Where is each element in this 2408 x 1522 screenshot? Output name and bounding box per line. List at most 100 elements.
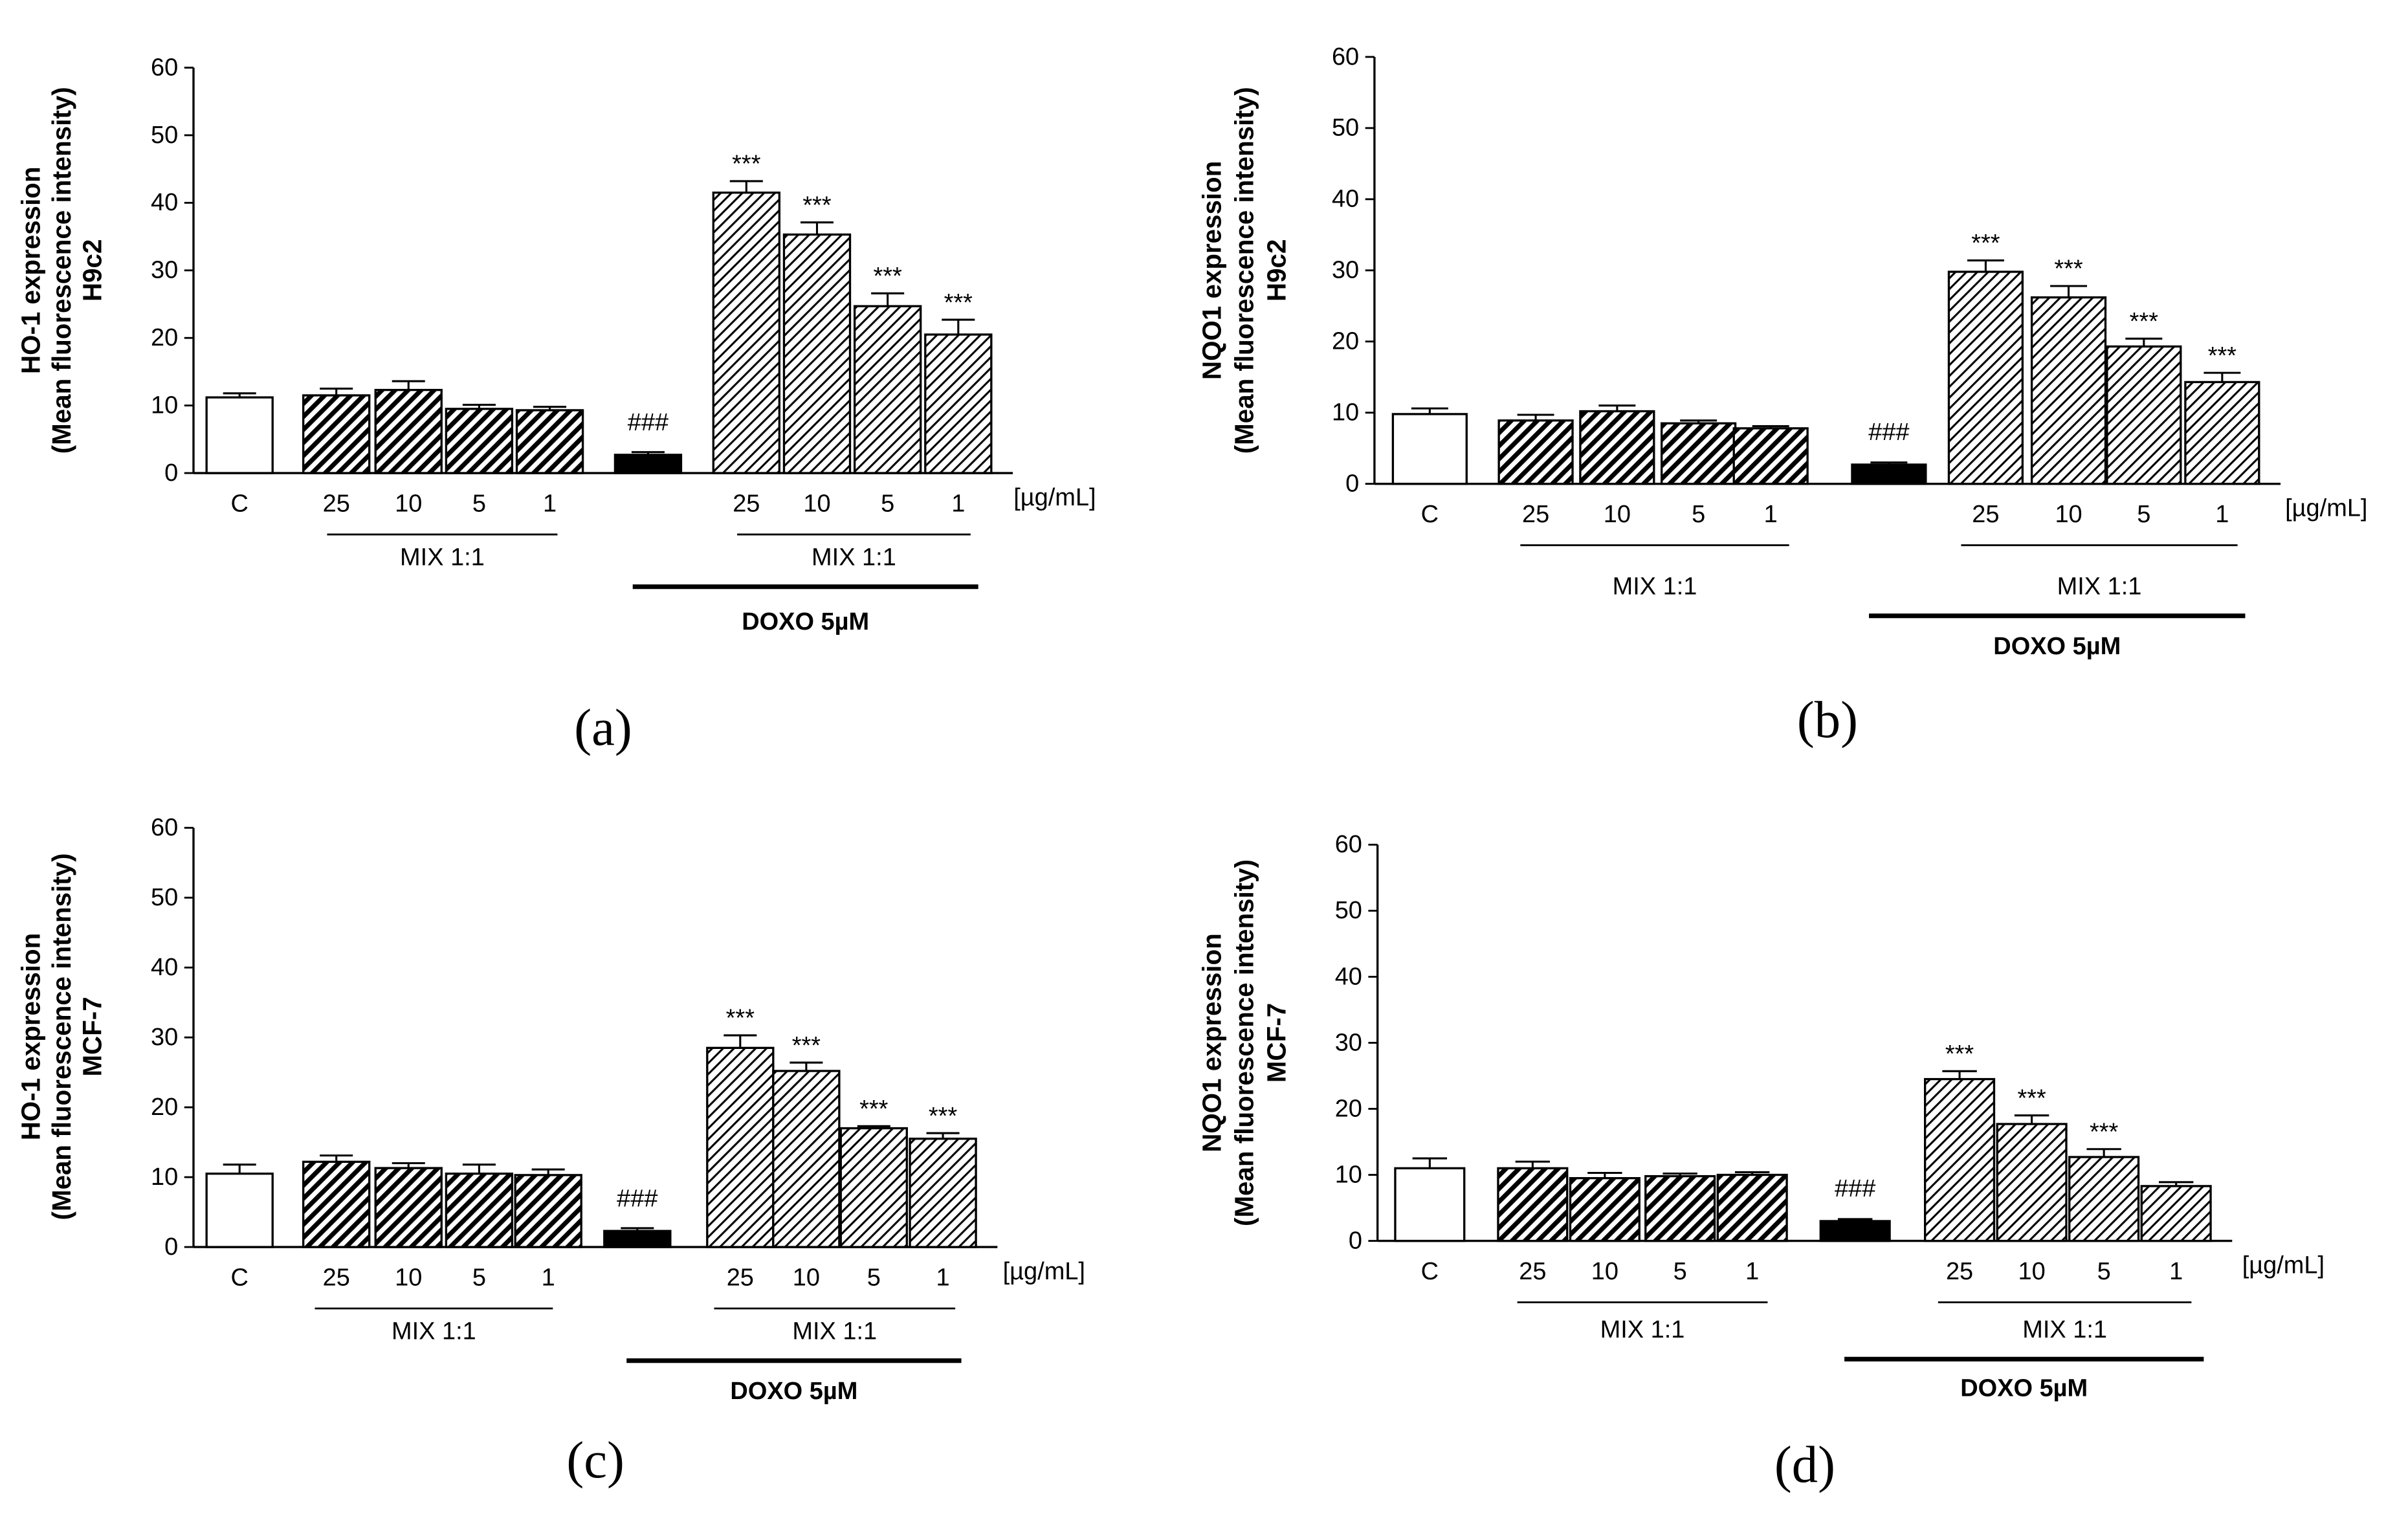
y-axis-label: H9c2 [78, 239, 107, 302]
treatment-label: DOXO 5µM [1993, 633, 2121, 660]
y-axis-label: HO-1 expression [16, 933, 46, 1140]
x-tick-label: 25 [727, 1264, 754, 1291]
panel-label: (c) [566, 1431, 624, 1489]
y-axis-label: MCF-7 [1261, 1003, 1291, 1083]
bar [1569, 1176, 1640, 1242]
y-tick-label: 0 [1345, 470, 1359, 498]
significance-label: *** [873, 263, 902, 290]
bar [2030, 296, 2107, 485]
bar [445, 408, 514, 474]
group-label: MIX 1:1 [400, 544, 485, 571]
x-tick-label: 1 [543, 490, 557, 517]
bar [1497, 1167, 1569, 1242]
y-tick-label: 50 [1332, 115, 1359, 142]
significance-label: *** [792, 1032, 821, 1059]
treatment-label: DOXO 5µM [1960, 1374, 2088, 1402]
x-tick-label: 1 [1764, 501, 1778, 528]
y-tick-label: 30 [151, 1024, 178, 1051]
y-axis-label: NQO1 expression [1197, 161, 1227, 380]
bar [839, 1127, 908, 1248]
y-tick-label: 40 [1335, 963, 1362, 990]
panel-label: (a) [574, 699, 632, 756]
y-tick-label: 20 [151, 1094, 178, 1121]
y-axis-label: (Mean fluorescence intensity) [47, 87, 76, 454]
y-tick-label: 50 [151, 122, 178, 149]
bar [1924, 1077, 1996, 1242]
y-axis-label: HO-1 expression [16, 167, 46, 374]
unit-label: [µg/mL] [2285, 494, 2367, 522]
x-tick-label: 5 [1692, 501, 1705, 528]
x-tick-label: C [1421, 501, 1439, 528]
bar [1497, 419, 1574, 485]
y-tick-label: 60 [1335, 831, 1362, 858]
x-tick-label: 10 [793, 1264, 820, 1291]
significance-label: *** [2017, 1085, 2046, 1112]
treatment-label: DOXO 5µM [730, 1378, 857, 1405]
significance-label: *** [2090, 1119, 2119, 1146]
x-tick-label: 5 [867, 1264, 881, 1291]
y-axis-label: H9c2 [1261, 239, 1291, 302]
x-tick-label: 5 [881, 490, 894, 517]
x-tick-label: C [230, 1264, 248, 1291]
y-tick-label: 60 [151, 814, 178, 841]
bar [1732, 427, 1809, 485]
bar [782, 233, 852, 474]
significance-label: *** [1945, 1041, 1974, 1068]
bar [772, 1070, 841, 1248]
group-label: MIX 1:1 [812, 544, 896, 571]
significance-label: ### [1835, 1175, 1875, 1202]
bar [2106, 345, 2182, 485]
y-tick-label: 30 [151, 257, 178, 284]
significance-label: *** [2130, 308, 2159, 335]
bar [1851, 463, 1927, 485]
bar [1661, 422, 1737, 485]
x-tick-label: 25 [1946, 1258, 1973, 1285]
bar [205, 1173, 274, 1248]
treatment-label: DOXO 5µM [742, 608, 869, 635]
x-tick-label: 5 [2137, 501, 2150, 528]
significance-label: *** [2208, 342, 2237, 369]
y-tick-label: 0 [164, 1233, 178, 1261]
bar [853, 305, 922, 474]
x-tick-label: 10 [2018, 1258, 2045, 1285]
group-label: MIX 1:1 [792, 1318, 877, 1345]
x-tick-label: 10 [1604, 501, 1631, 528]
significance-label: *** [732, 151, 761, 178]
unit-label: [µg/mL] [1013, 484, 1096, 511]
bar [1716, 1173, 1788, 1242]
x-tick-label: 25 [1522, 501, 1549, 528]
y-tick-label: 20 [1335, 1095, 1362, 1122]
significance-label: *** [929, 1103, 958, 1130]
y-tick-label: 0 [1349, 1227, 1362, 1254]
bar [1819, 1220, 1891, 1242]
bar [515, 409, 584, 474]
x-tick-label: 1 [1745, 1258, 1759, 1285]
y-tick-label: 40 [1332, 186, 1359, 213]
unit-label: [µg/mL] [1003, 1258, 1085, 1285]
group-label: MIX 1:1 [1613, 573, 1697, 601]
bar [1394, 1167, 1466, 1242]
x-tick-label: 1 [2169, 1258, 2183, 1285]
x-tick-label: 10 [395, 490, 422, 517]
y-tick-label: 10 [151, 392, 178, 419]
x-tick-label: 25 [323, 1264, 350, 1291]
y-tick-label: 0 [164, 459, 178, 487]
significance-label: *** [859, 1096, 889, 1123]
x-tick-label: 5 [1673, 1258, 1687, 1285]
bar [374, 388, 443, 474]
x-tick-label: 1 [936, 1264, 950, 1291]
y-tick-label: 30 [1335, 1029, 1362, 1056]
x-tick-label: 25 [1519, 1258, 1546, 1285]
y-tick-label: 50 [1335, 897, 1362, 924]
significance-label: *** [2054, 256, 2083, 283]
bar [909, 1138, 977, 1248]
chart-panel-b: 0 10 20 30 40 50 60 NQO1 expression (Mean fluore… [1197, 43, 2368, 749]
bar [302, 394, 371, 474]
y-axis-label: (Mean fluorescence intensity) [1229, 859, 1259, 1226]
bar [1391, 413, 1468, 485]
y-tick-label: 50 [151, 884, 178, 911]
y-tick-label: 10 [151, 1164, 178, 1191]
bar [205, 396, 274, 474]
x-tick-label: 10 [395, 1264, 422, 1291]
chart-panel-d: 0 10 20 30 40 50 60 NQO1 expression (Mean fluore… [1197, 831, 2325, 1494]
